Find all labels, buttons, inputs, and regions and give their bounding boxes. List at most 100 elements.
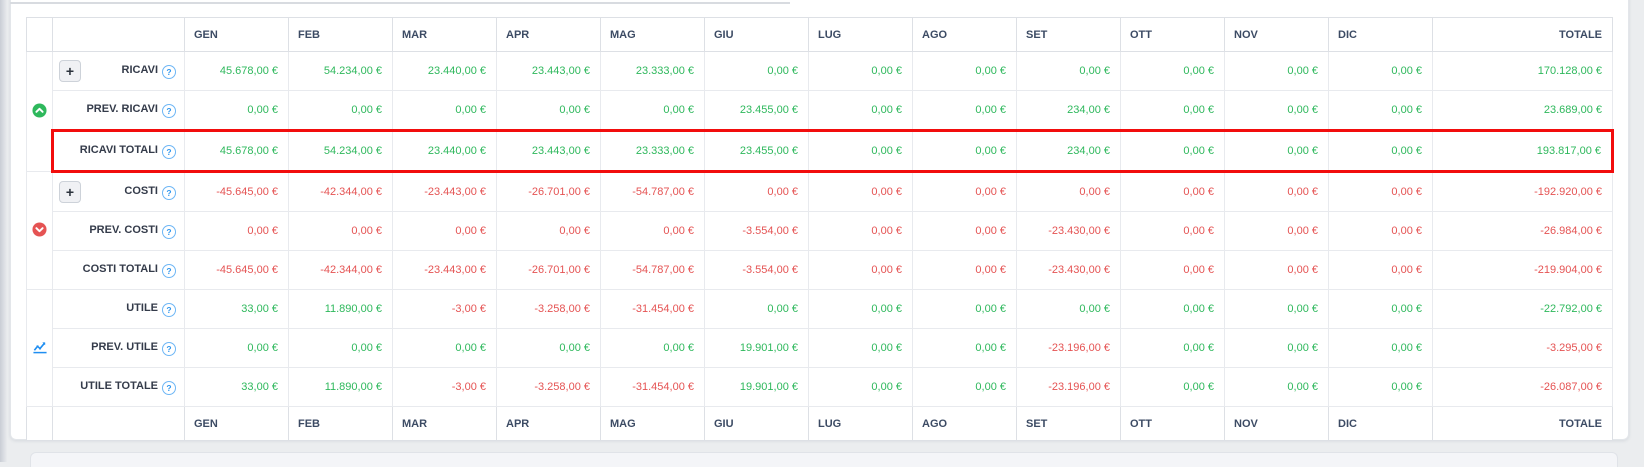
value-cell: 0,00 € [1328,328,1433,368]
value-cell: 0,00 € [1120,328,1225,368]
value-cell: 19.901,00 € [704,328,809,368]
table-row: PREV. RICAVI? 0,00 €0,00 €0,00 €0,00 €0,0… [27,90,1613,131]
column-header-dic: DIC [1328,17,1433,52]
value-cell: 0,00 € [1120,129,1225,173]
expand-button[interactable]: + [59,181,81,203]
value-cell: 0,00 € [704,171,809,212]
value-cell: 23.333,00 € [600,129,705,173]
value-cell: 0,00 € [1328,211,1433,251]
column-header-set: SET [1016,17,1121,52]
value-cell: 0,00 € [392,328,497,368]
value-cell: 0,00 € [1224,367,1329,407]
column-header-ago: AGO [912,17,1017,52]
value-cell: 0,00 € [288,211,393,251]
column-header-nov: NOV [1224,17,1329,52]
value-cell: -23.196,00 € [1016,328,1121,368]
value-cell: -3.554,00 € [704,211,809,251]
circle-chevron-down-icon [32,221,47,237]
value-cell: 45.678,00 € [184,51,289,91]
value-cell: 0,00 € [1328,250,1433,290]
help-icon[interactable]: ? [162,144,176,159]
value-cell: -23.430,00 € [1016,211,1121,251]
value-cell: 0,00 € [184,328,289,368]
corner-icon-cell [26,17,53,52]
column-header-lug: LUG [808,17,913,52]
help-icon[interactable]: ? [162,103,176,118]
column-header-ott: OTT [1120,17,1225,52]
row-label-costi-totali: COSTI TOTALI? [52,250,185,290]
row-label-costi: + COSTI? [52,171,185,212]
total-cell: 170.128,00 € [1432,51,1613,91]
value-cell: 0,00 € [600,211,705,251]
column-header-nov: NOV [1224,406,1329,441]
help-icon[interactable]: ? [162,341,176,356]
corner-label-cell [52,17,185,52]
value-cell: 11.890,00 € [288,289,393,329]
value-cell: 0,00 € [1328,129,1433,173]
value-cell: 23.440,00 € [392,129,497,173]
value-cell: 19.901,00 € [704,367,809,407]
value-cell: 0,00 € [1328,51,1433,91]
help-icon[interactable]: ? [162,302,176,317]
value-cell: 0,00 € [496,211,601,251]
table-row: + RICAVI? 45.678,00 €54.234,00 €23.440,00 … [26,51,1613,172]
value-cell: 23.443,00 € [496,51,601,91]
value-cell: 0,00 € [912,328,1017,368]
column-header-lug: LUG [808,406,913,441]
value-cell: -3.258,00 € [496,367,601,407]
value-cell: 0,00 € [1328,367,1433,407]
value-cell: 0,00 € [1120,90,1225,131]
column-header-mag: MAG [600,406,705,441]
value-cell: 234,00 € [1016,129,1121,173]
expand-button[interactable]: + [59,60,81,82]
value-cell: -3,00 € [392,289,497,329]
bottom-header-row: GEN FEB MAR APR MAG GIU LUG AGO SET OTT NOV DIC TOTA… [26,406,1613,441]
row-label-text: PREV. RICAVI [86,102,158,115]
help-icon[interactable]: ? [162,64,176,79]
value-cell: 23.455,00 € [704,90,809,131]
value-cell: 23.443,00 € [496,129,601,173]
row-label-prev-ricavi: PREV. RICAVI? [52,90,185,131]
table-row: PREV. UTILE? 0,00 €0,00 €0,00 €0,00 €0,00… [27,328,1613,368]
help-icon[interactable]: ? [162,185,176,200]
value-cell: -26.701,00 € [496,171,601,212]
value-cell: 0,00 € [912,211,1017,251]
value-cell: -42.344,00 € [288,250,393,290]
help-icon[interactable]: ? [162,224,176,239]
column-header-mar: MAR [392,17,497,52]
value-cell: 33,00 € [184,367,289,407]
column-header-set: SET [1016,406,1121,441]
value-cell: 234,00 € [1016,90,1121,131]
table-row: PREV. COSTI? 0,00 €0,00 €0,00 €0,00 €0,00… [27,211,1613,251]
value-cell: 0,00 € [1016,171,1121,212]
total-cell: -26.984,00 € [1432,211,1613,251]
value-cell: 0,00 € [496,328,601,368]
value-cell: 0,00 € [1224,289,1329,329]
value-cell: 0,00 € [1328,171,1433,212]
value-cell: 0,00 € [912,171,1017,212]
value-cell: 0,00 € [912,367,1017,407]
column-header-giu: GIU [704,17,809,52]
total-cell: -219.904,00 € [1432,250,1613,290]
value-cell: 0,00 € [288,90,393,131]
value-cell: 0,00 € [1016,289,1121,329]
corner-icon-cell [26,406,53,441]
value-cell: -23.196,00 € [1016,367,1121,407]
value-cell: 0,00 € [808,51,913,91]
value-cell: 0,00 € [912,250,1017,290]
column-header-totale: TOTALE [1432,406,1613,441]
budget-table-wrap: GEN FEB MAR APR MAG GIU LUG AGO SET OTT NOV DIC TOTA… [26,17,1614,441]
value-cell: -31.454,00 € [600,289,705,329]
value-cell: 0,00 € [1120,211,1225,251]
group-indicator-cell [26,171,53,290]
value-cell: 0,00 € [808,328,913,368]
help-icon[interactable]: ? [162,263,176,278]
value-cell: 33,00 € [184,289,289,329]
value-cell: 0,00 € [1120,51,1225,91]
value-cell: 0,00 € [1120,250,1225,290]
chart-line-icon [32,339,47,354]
value-cell: 0,00 € [808,211,913,251]
value-cell: 0,00 € [808,171,913,212]
column-header-gen: GEN [184,406,289,441]
help-icon[interactable]: ? [162,380,176,395]
